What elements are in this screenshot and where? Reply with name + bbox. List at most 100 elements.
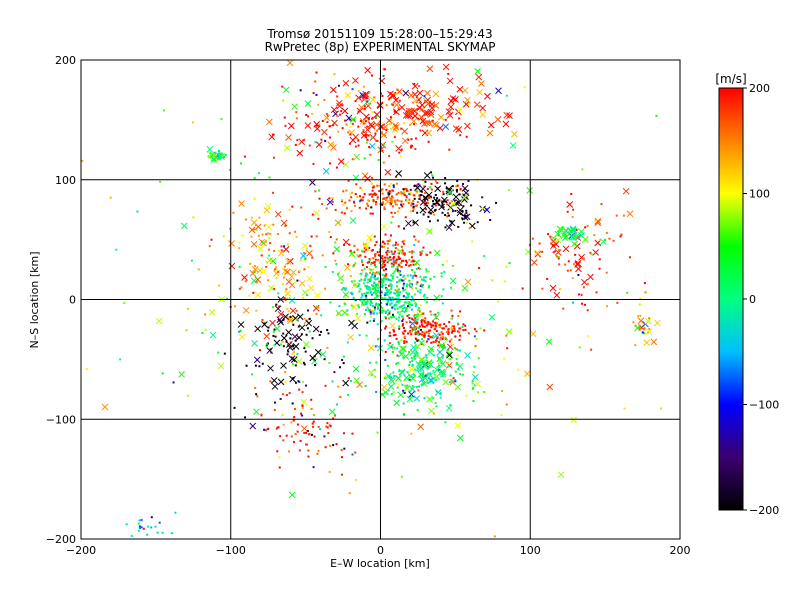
data-point-x [218,153,225,161]
data-point-x [208,309,216,316]
data-point [402,332,405,335]
data-point-x [410,118,418,125]
data-point [332,444,335,447]
data-point [285,394,288,397]
data-point [368,91,371,94]
data-point-x [401,127,409,135]
data-point [267,342,270,345]
data-point [405,189,408,192]
data-point [368,261,371,264]
data-point [281,340,284,343]
data-point [442,336,445,339]
data-point [392,391,395,394]
data-point [384,325,387,328]
data-point [419,288,422,291]
data-point-x [419,206,427,214]
data-point [416,385,419,388]
data-point-x [305,319,313,327]
data-point [381,273,384,276]
data-point [381,262,384,265]
data-point-x [285,328,292,336]
data-point [208,245,211,248]
data-point [305,443,308,446]
data-point [421,249,424,252]
data-point [428,284,431,287]
data-point [454,199,457,202]
data-point [390,393,393,396]
data-point [471,379,474,382]
data-point [301,391,304,394]
data-point [402,279,405,282]
data-point [441,327,444,330]
data-point-x [446,189,454,196]
data-point [416,369,419,372]
data-point [353,264,356,267]
data-point [337,84,340,87]
data-point [412,299,415,302]
data-point [399,351,402,354]
data-point [373,290,376,293]
data-point-x [295,334,303,341]
data-point [420,321,423,324]
data-point [440,362,443,365]
data-point [410,144,413,147]
data-point-x [426,119,433,127]
data-point [445,338,448,341]
data-point-x [473,101,481,108]
data-point [375,312,378,315]
data-point [419,328,422,331]
data-point [372,291,375,294]
data-point-x [306,275,313,283]
y-tick-label: 0 [69,294,76,307]
data-point [146,533,149,536]
data-point [320,314,323,317]
data-point-x [313,120,321,128]
data-point [344,119,347,122]
data-point [381,266,384,269]
data-point [436,366,439,369]
data-point [292,351,295,354]
data-point [400,148,403,151]
data-point [349,125,352,128]
data-point [376,323,379,326]
data-point [638,326,641,329]
data-point [472,371,475,374]
data-point [119,358,122,361]
data-point [399,291,402,294]
data-point [383,197,386,200]
data-point [395,193,398,196]
data-point [419,196,422,199]
data-point-x [312,325,320,333]
data-point [395,182,398,185]
data-point-x [341,309,349,317]
data-point [366,306,369,309]
data-point [396,307,399,310]
data-point [310,433,313,436]
data-point [410,285,413,288]
data-point [425,268,428,271]
data-point [396,268,399,271]
data-point [409,330,412,333]
data-point [392,244,395,247]
data-point [321,202,324,205]
data-point [403,341,406,344]
data-point [433,412,436,415]
data-point [418,197,421,200]
data-point [558,263,561,266]
data-point [402,274,405,277]
data-point [408,258,411,261]
data-point [296,352,299,355]
data-point [336,114,339,117]
data-point [338,305,341,308]
data-point [426,296,429,299]
data-point [442,288,445,291]
data-point [339,396,342,399]
data-point [329,301,332,304]
data-point [292,419,295,422]
data-point [130,534,133,537]
data-point [323,435,326,438]
data-point [451,330,454,333]
data-point [342,203,345,206]
data-point [319,428,322,431]
data-point [377,338,380,341]
